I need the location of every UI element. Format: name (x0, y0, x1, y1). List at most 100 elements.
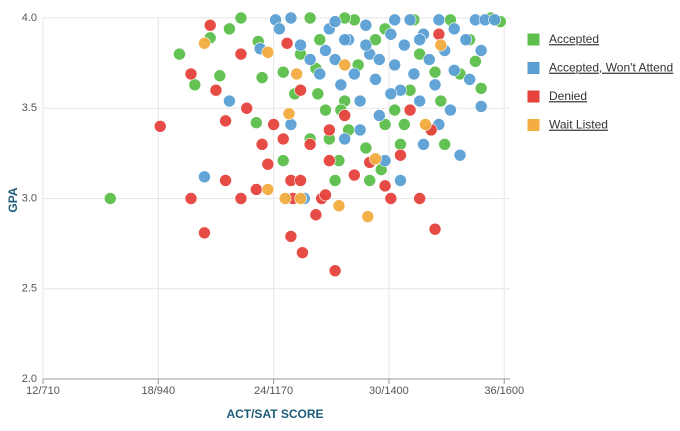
point (373, 109, 386, 122)
point (459, 33, 473, 46)
point (250, 183, 263, 196)
point (234, 47, 248, 61)
point (432, 27, 446, 41)
point (328, 53, 342, 66)
legend-swatch (526, 32, 541, 47)
point (338, 58, 352, 72)
point (278, 192, 292, 205)
point (413, 192, 426, 205)
point (284, 230, 298, 243)
point (313, 33, 327, 46)
point (384, 87, 398, 101)
point (338, 109, 352, 122)
point (348, 67, 361, 81)
point (353, 123, 367, 137)
point (203, 18, 217, 32)
legend-label[interactable]: Accepted (549, 32, 599, 46)
point (282, 107, 296, 120)
point (296, 246, 309, 259)
point (403, 13, 417, 27)
point (419, 118, 432, 131)
point (369, 152, 382, 166)
point (394, 138, 407, 151)
legend-label[interactable]: Accepted, Won't Attend (549, 61, 673, 75)
point (361, 210, 375, 223)
point (359, 141, 373, 155)
point (417, 138, 430, 151)
x-tick-label: 18/940 (141, 385, 175, 397)
point (388, 13, 401, 27)
point (373, 53, 386, 66)
point (384, 27, 398, 41)
point (369, 33, 382, 46)
point (303, 11, 317, 25)
point (447, 22, 461, 36)
point (303, 53, 317, 66)
point (188, 78, 202, 92)
point (363, 174, 377, 187)
point (444, 103, 457, 117)
point (284, 11, 298, 25)
point (223, 22, 236, 36)
point (359, 38, 373, 52)
point (198, 170, 211, 184)
point (209, 83, 223, 97)
x-tick-label: 12/710 (26, 385, 60, 397)
point (328, 264, 342, 278)
point (261, 183, 275, 196)
point (338, 132, 352, 146)
point (290, 67, 303, 81)
point (184, 192, 198, 205)
point (319, 103, 332, 117)
point (413, 33, 426, 46)
y-tick-label: 4.0 (22, 12, 37, 24)
point (153, 120, 167, 133)
point (453, 148, 467, 162)
point (369, 73, 382, 86)
legend-label[interactable]: Wait Listed (549, 118, 608, 132)
point (359, 18, 373, 32)
point (261, 45, 275, 59)
point (413, 94, 426, 108)
point (323, 154, 336, 167)
y-tick-label: 2.5 (22, 283, 37, 295)
point (428, 65, 442, 79)
point (474, 44, 488, 57)
point (474, 82, 488, 95)
y-tick-label: 3.0 (22, 192, 37, 204)
point (328, 174, 342, 187)
x-axis-title: ACT/SAT SCORE (226, 407, 323, 421)
legend-swatch (526, 61, 541, 75)
point (413, 47, 426, 61)
point (403, 103, 417, 117)
point (173, 47, 186, 61)
point (432, 13, 446, 27)
point (276, 132, 290, 146)
point (213, 69, 227, 83)
point (384, 192, 398, 205)
point (348, 168, 361, 182)
point (434, 38, 448, 52)
x-tick-label: 36/1600 (484, 385, 524, 397)
point (407, 67, 421, 81)
point (234, 192, 248, 205)
point (332, 199, 346, 213)
point (328, 15, 342, 28)
point (309, 208, 323, 222)
point (261, 157, 275, 171)
point (378, 118, 392, 131)
point (447, 64, 461, 77)
point (434, 94, 448, 108)
point (294, 38, 307, 52)
y-tick-label: 3.5 (22, 102, 37, 114)
y-axis-title: GPA (6, 187, 20, 212)
point (428, 222, 442, 236)
point (388, 103, 401, 117)
point (276, 65, 290, 79)
legend-label[interactable]: Denied (549, 89, 587, 103)
legend-swatch (526, 89, 541, 104)
point (294, 192, 307, 205)
point (294, 174, 307, 187)
